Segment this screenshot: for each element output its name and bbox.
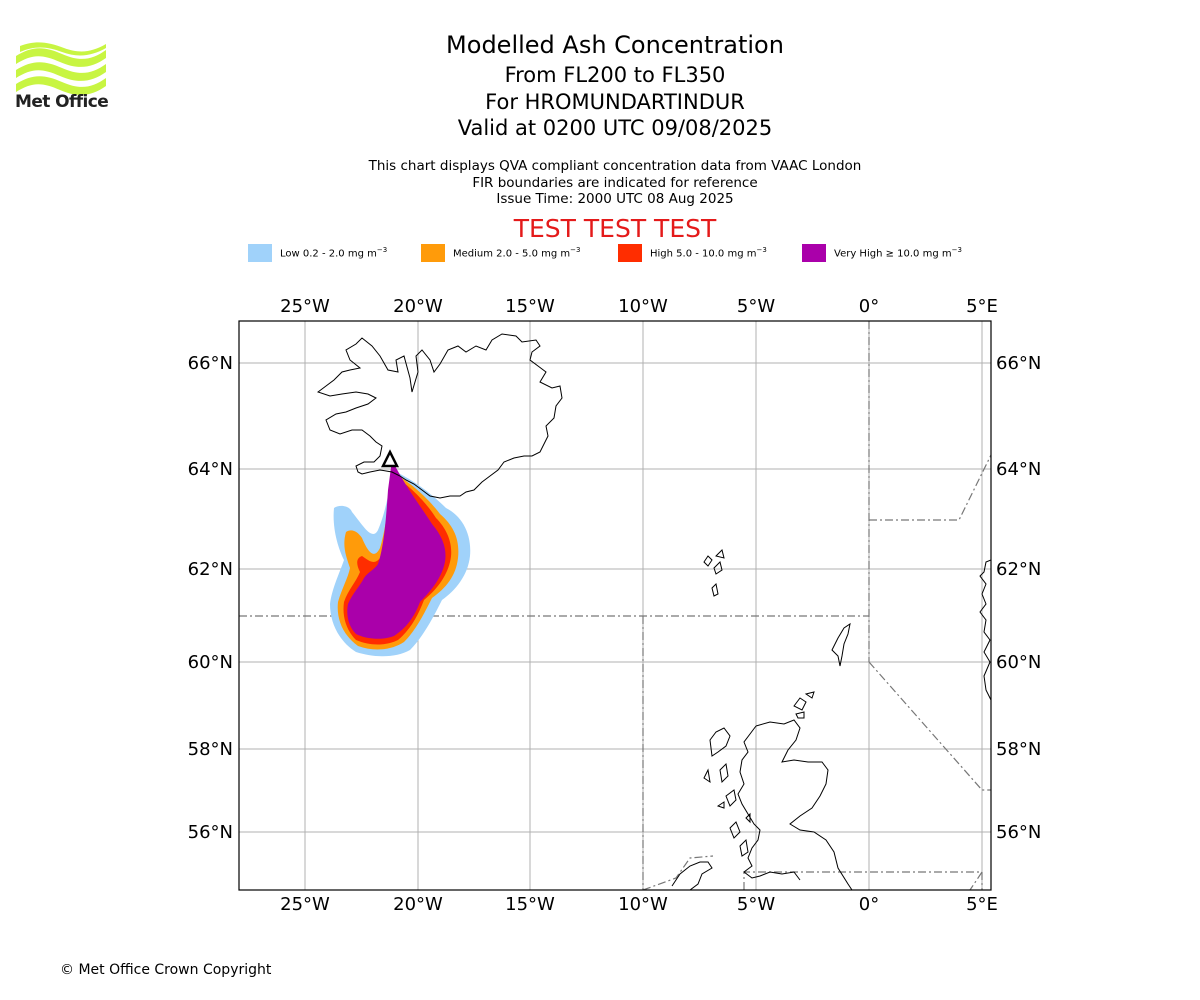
lat-label-left: 62°N [188, 559, 233, 580]
lon-label-top: 0° [859, 296, 879, 317]
map-frame [238, 320, 992, 891]
lat-label-left: 64°N [188, 459, 233, 480]
lat-label-right: 64°N [996, 459, 1041, 480]
lat-label-left: 56°N [188, 822, 233, 843]
lat-label-left: 66°N [188, 353, 233, 374]
iceland-coast [316, 333, 563, 499]
lat-label-left: 58°N [188, 739, 233, 760]
lat-label-right: 60°N [996, 652, 1041, 673]
lat-label-right: 56°N [996, 822, 1041, 843]
lat-label-right: 66°N [996, 353, 1041, 374]
issue-time: Issue Time: 2000 UTC 08 Aug 2025 [496, 191, 734, 207]
hebrides-coast [703, 727, 751, 857]
lon-label-top: 5°W [737, 296, 775, 317]
scotland-coast [737, 719, 853, 890]
chart-title: Modelled Ash Concentration [446, 31, 784, 59]
lon-labels-bottom: 25°W 20°W 15°W 10°W 5°W 0° 5°E [280, 894, 998, 915]
legend-label-low: Low 0.2 - 2.0 mg m−3 [280, 246, 388, 260]
lon-labels-top: 25°W 20°W 15°W 10°W 5°W 0° 5°E [280, 296, 998, 317]
lat-label-right: 62°N [996, 559, 1041, 580]
shetland-coast [831, 622, 851, 667]
faroe-islands-coast [703, 549, 725, 597]
lon-label-top: 25°W [280, 296, 330, 317]
legend-swatch-very-high [802, 244, 826, 262]
legend-label-high: High 5.0 - 10.0 mg m−3 [650, 246, 767, 260]
legend-swatch-low [248, 244, 272, 262]
lon-label-top: 15°W [505, 296, 555, 317]
lon-label-bottom: 5°W [737, 894, 775, 915]
copyright: © Met Office Crown Copyright [60, 962, 272, 978]
test-banner: TEST TEST TEST [513, 214, 717, 243]
ireland-coast [671, 861, 713, 890]
lon-label-top: 10°W [618, 296, 668, 317]
volcano-triangle-icon [380, 449, 400, 468]
lat-labels-left: 66°N 64°N 62°N 60°N 58°N 56°N [188, 353, 233, 843]
coastlines [316, 333, 991, 890]
valid-time: Valid at 0200 UTC 09/08/2025 [457, 116, 773, 140]
met-office-logo-icon [16, 42, 106, 95]
lon-label-bottom: 20°W [393, 894, 443, 915]
fir-boundaries [239, 321, 991, 890]
norway-coast [979, 559, 991, 701]
volcano-name: For HROMUNDARTINDUR [485, 90, 745, 114]
flight-level-range: From FL200 to FL350 [504, 63, 726, 87]
lon-label-top: 5°E [966, 296, 998, 317]
legend-label-very-high: Very High ≥ 10.0 mg m−3 [834, 246, 962, 260]
lon-label-bottom: 15°W [505, 894, 555, 915]
lon-label-bottom: 5°E [966, 894, 998, 915]
lat-label-right: 58°N [996, 739, 1041, 760]
subtitle-fir: FIR boundaries are indicated for referen… [472, 175, 758, 191]
lon-label-bottom: 10°W [618, 894, 668, 915]
legend-swatch-medium [421, 244, 445, 262]
lon-label-bottom: 25°W [280, 894, 330, 915]
met-office-logo-text: Met Office [15, 92, 109, 112]
lon-label-top: 20°W [393, 296, 443, 317]
subtitle-qva: This chart displays QVA compliant concen… [368, 158, 862, 174]
lat-labels-right: 66°N 64°N 62°N 60°N 58°N 56°N [996, 353, 1041, 843]
orkney-coast [793, 691, 815, 719]
ash-very-high-contour [347, 460, 446, 639]
legend-swatch-high [618, 244, 642, 262]
lat-label-left: 60°N [188, 652, 233, 673]
lon-label-bottom: 0° [859, 894, 879, 915]
legend-label-medium: Medium 2.0 - 5.0 mg m−3 [453, 246, 581, 260]
